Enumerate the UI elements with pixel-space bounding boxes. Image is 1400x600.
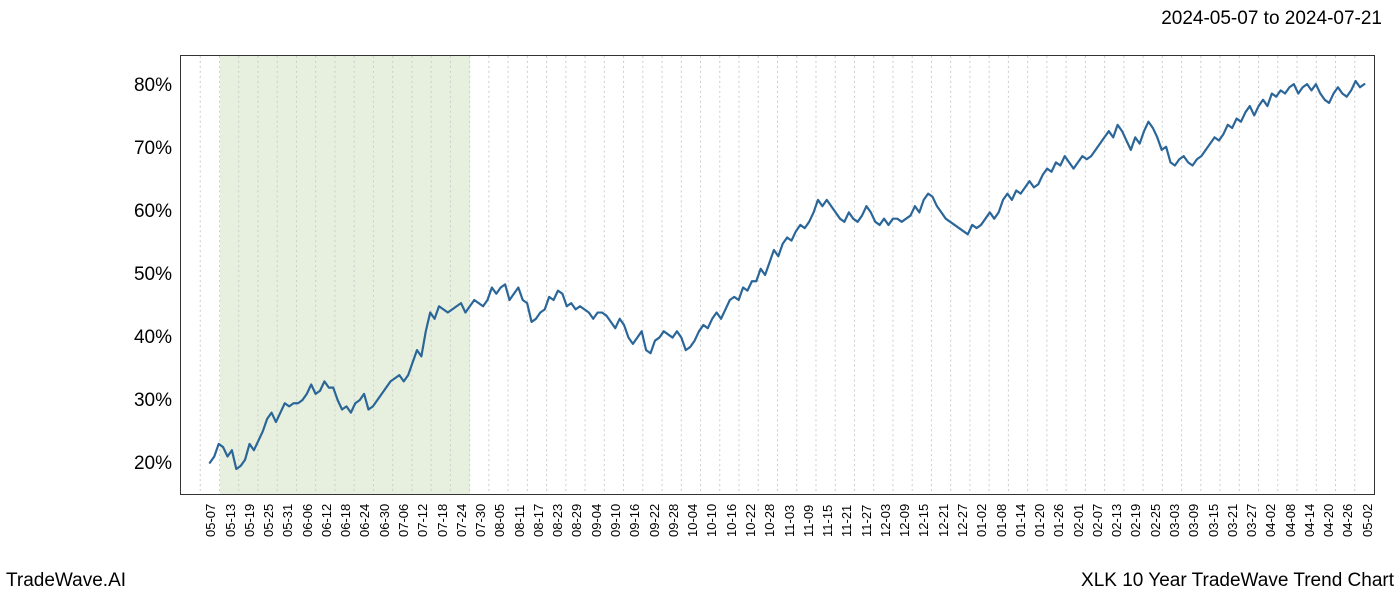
x-axis-label: 08-05 [492, 504, 507, 537]
x-axis-label: 12-15 [916, 504, 931, 537]
x-axis-label: 07-06 [396, 504, 411, 537]
x-axis-label: 06-24 [357, 504, 372, 537]
x-axis-label: 08-23 [550, 504, 565, 537]
x-axis-label: 05-02 [1360, 504, 1375, 537]
x-axis-label: 07-12 [415, 504, 430, 537]
x-axis-label: 01-14 [1013, 504, 1028, 537]
x-axis-label: 02-19 [1128, 504, 1143, 537]
footer-title: XLK 10 Year TradeWave Trend Chart [1081, 570, 1394, 592]
x-axis-label: 05-13 [223, 504, 238, 537]
chart-svg [181, 56, 1374, 494]
x-axis-label: 12-21 [936, 504, 951, 537]
x-axis-label: 09-28 [666, 504, 681, 537]
y-axis-label: 40% [134, 327, 172, 349]
footer-brand: TradeWave.AI [6, 570, 126, 592]
x-axis-label: 10-16 [724, 504, 739, 537]
trend-line [210, 81, 1365, 469]
x-axis-label: 07-18 [435, 504, 450, 537]
y-axis-label: 50% [134, 264, 172, 286]
x-axis-label: 10-28 [762, 504, 777, 537]
x-axis-label: 02-07 [1090, 504, 1105, 537]
x-axis-label: 11-27 [859, 505, 874, 537]
x-axis-label: 09-04 [589, 504, 604, 537]
x-axis-label: 06-18 [338, 504, 353, 537]
x-axis-label: 05-19 [242, 504, 257, 537]
x-axis-label: 12-03 [878, 504, 893, 537]
x-axis-label: 11-21 [839, 505, 854, 537]
x-axis-label: 06-12 [319, 504, 334, 537]
x-axis-label: 08-29 [569, 504, 584, 537]
x-axis-label: 05-31 [280, 504, 295, 537]
y-axis-label: 30% [134, 390, 172, 412]
x-axis-label: 02-25 [1148, 504, 1163, 537]
x-axis-label: 02-01 [1071, 504, 1086, 537]
x-axis-label: 03-09 [1186, 504, 1201, 537]
x-axis-label: 10-10 [704, 504, 719, 537]
y-axis-label: 70% [134, 138, 172, 160]
x-axis-label: 07-30 [473, 504, 488, 537]
x-axis-label: 01-08 [994, 504, 1009, 537]
date-range: 2024-05-07 to 2024-07-21 [1161, 8, 1382, 30]
x-axis-label: 01-26 [1051, 504, 1066, 537]
x-axis-label: 03-21 [1225, 504, 1240, 537]
x-axis-label: 11-03 [782, 505, 797, 537]
y-axis-label: 20% [134, 453, 172, 475]
x-axis-label: 12-09 [897, 504, 912, 537]
x-axis-label: 08-17 [531, 504, 546, 537]
y-axis-label: 80% [134, 75, 172, 97]
x-axis-label: 04-08 [1283, 504, 1298, 537]
x-axis-label: 02-13 [1109, 504, 1124, 537]
x-axis-label: 08-11 [512, 505, 527, 537]
x-axis-label: 03-03 [1167, 504, 1182, 537]
x-axis-label: 10-04 [685, 504, 700, 537]
x-axis-label: 03-27 [1244, 504, 1259, 537]
x-axis-label: 04-02 [1263, 504, 1278, 537]
x-axis-label: 04-26 [1340, 504, 1355, 537]
y-axis-label: 60% [134, 201, 172, 223]
x-axis-label: 01-20 [1032, 504, 1047, 537]
x-axis-label: 04-20 [1321, 504, 1336, 537]
x-axis-label: 07-24 [454, 504, 469, 537]
x-axis-label: 04-14 [1302, 504, 1317, 537]
chart-plot-area [180, 55, 1375, 495]
x-axis-label: 05-07 [203, 504, 218, 537]
x-axis-label: 10-22 [743, 504, 758, 537]
x-axis-label: 09-16 [627, 504, 642, 537]
x-axis-label: 09-22 [647, 504, 662, 537]
x-axis-label: 06-30 [377, 504, 392, 537]
x-axis-label: 03-15 [1206, 504, 1221, 537]
x-axis-label: 06-06 [300, 504, 315, 537]
x-axis-label: 09-10 [608, 504, 623, 537]
x-axis-label: 05-25 [261, 504, 276, 537]
x-axis-label: 11-09 [801, 505, 816, 537]
x-axis-label: 11-15 [820, 505, 835, 537]
x-axis-label: 12-27 [955, 504, 970, 537]
x-axis-label: 01-02 [974, 504, 989, 537]
